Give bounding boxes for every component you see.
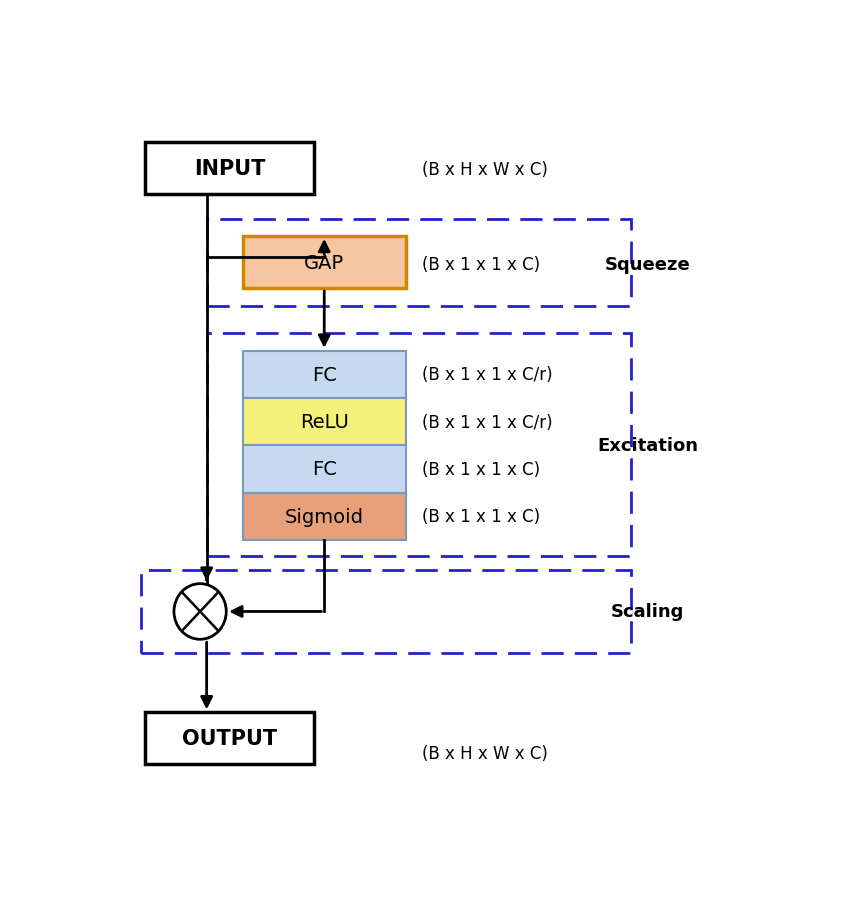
Text: GAP: GAP [304, 253, 344, 272]
Text: (B x 1 x 1 x C/r): (B x 1 x 1 x C/r) [422, 366, 553, 384]
Bar [207, 334, 631, 557]
Text: Squeeze: Squeeze [604, 255, 690, 273]
Bar [243, 236, 406, 289]
Text: Sigmoid: Sigmoid [285, 507, 363, 526]
Text: Excitation: Excitation [597, 436, 698, 454]
Bar [145, 713, 314, 765]
Text: ReLU: ReLU [300, 413, 349, 432]
Text: (B x 1 x 1 x C/r): (B x 1 x 1 x C/r) [422, 413, 553, 431]
Text: Scaling: Scaling [611, 603, 685, 621]
Bar [145, 143, 314, 195]
Text: (B x 1 x 1 x C): (B x 1 x 1 x C) [422, 460, 540, 478]
Text: (B x H x W x C): (B x H x W x C) [422, 744, 548, 762]
Text: (B x 1 x 1 x C): (B x 1 x 1 x C) [422, 255, 540, 273]
Text: INPUT: INPUT [194, 159, 266, 179]
Bar [243, 493, 406, 540]
Bar [243, 399, 406, 446]
Text: FC: FC [312, 460, 336, 479]
Text: OUTPUT: OUTPUT [182, 729, 277, 749]
Bar [243, 446, 406, 493]
Text: (B x 1 x 1 x C): (B x 1 x 1 x C) [422, 508, 540, 526]
Circle shape [174, 584, 226, 640]
Bar [207, 219, 631, 306]
Bar [142, 570, 631, 653]
Text: (B x H x W x C): (B x H x W x C) [422, 161, 548, 179]
Bar [243, 352, 406, 399]
Text: FC: FC [312, 365, 336, 384]
